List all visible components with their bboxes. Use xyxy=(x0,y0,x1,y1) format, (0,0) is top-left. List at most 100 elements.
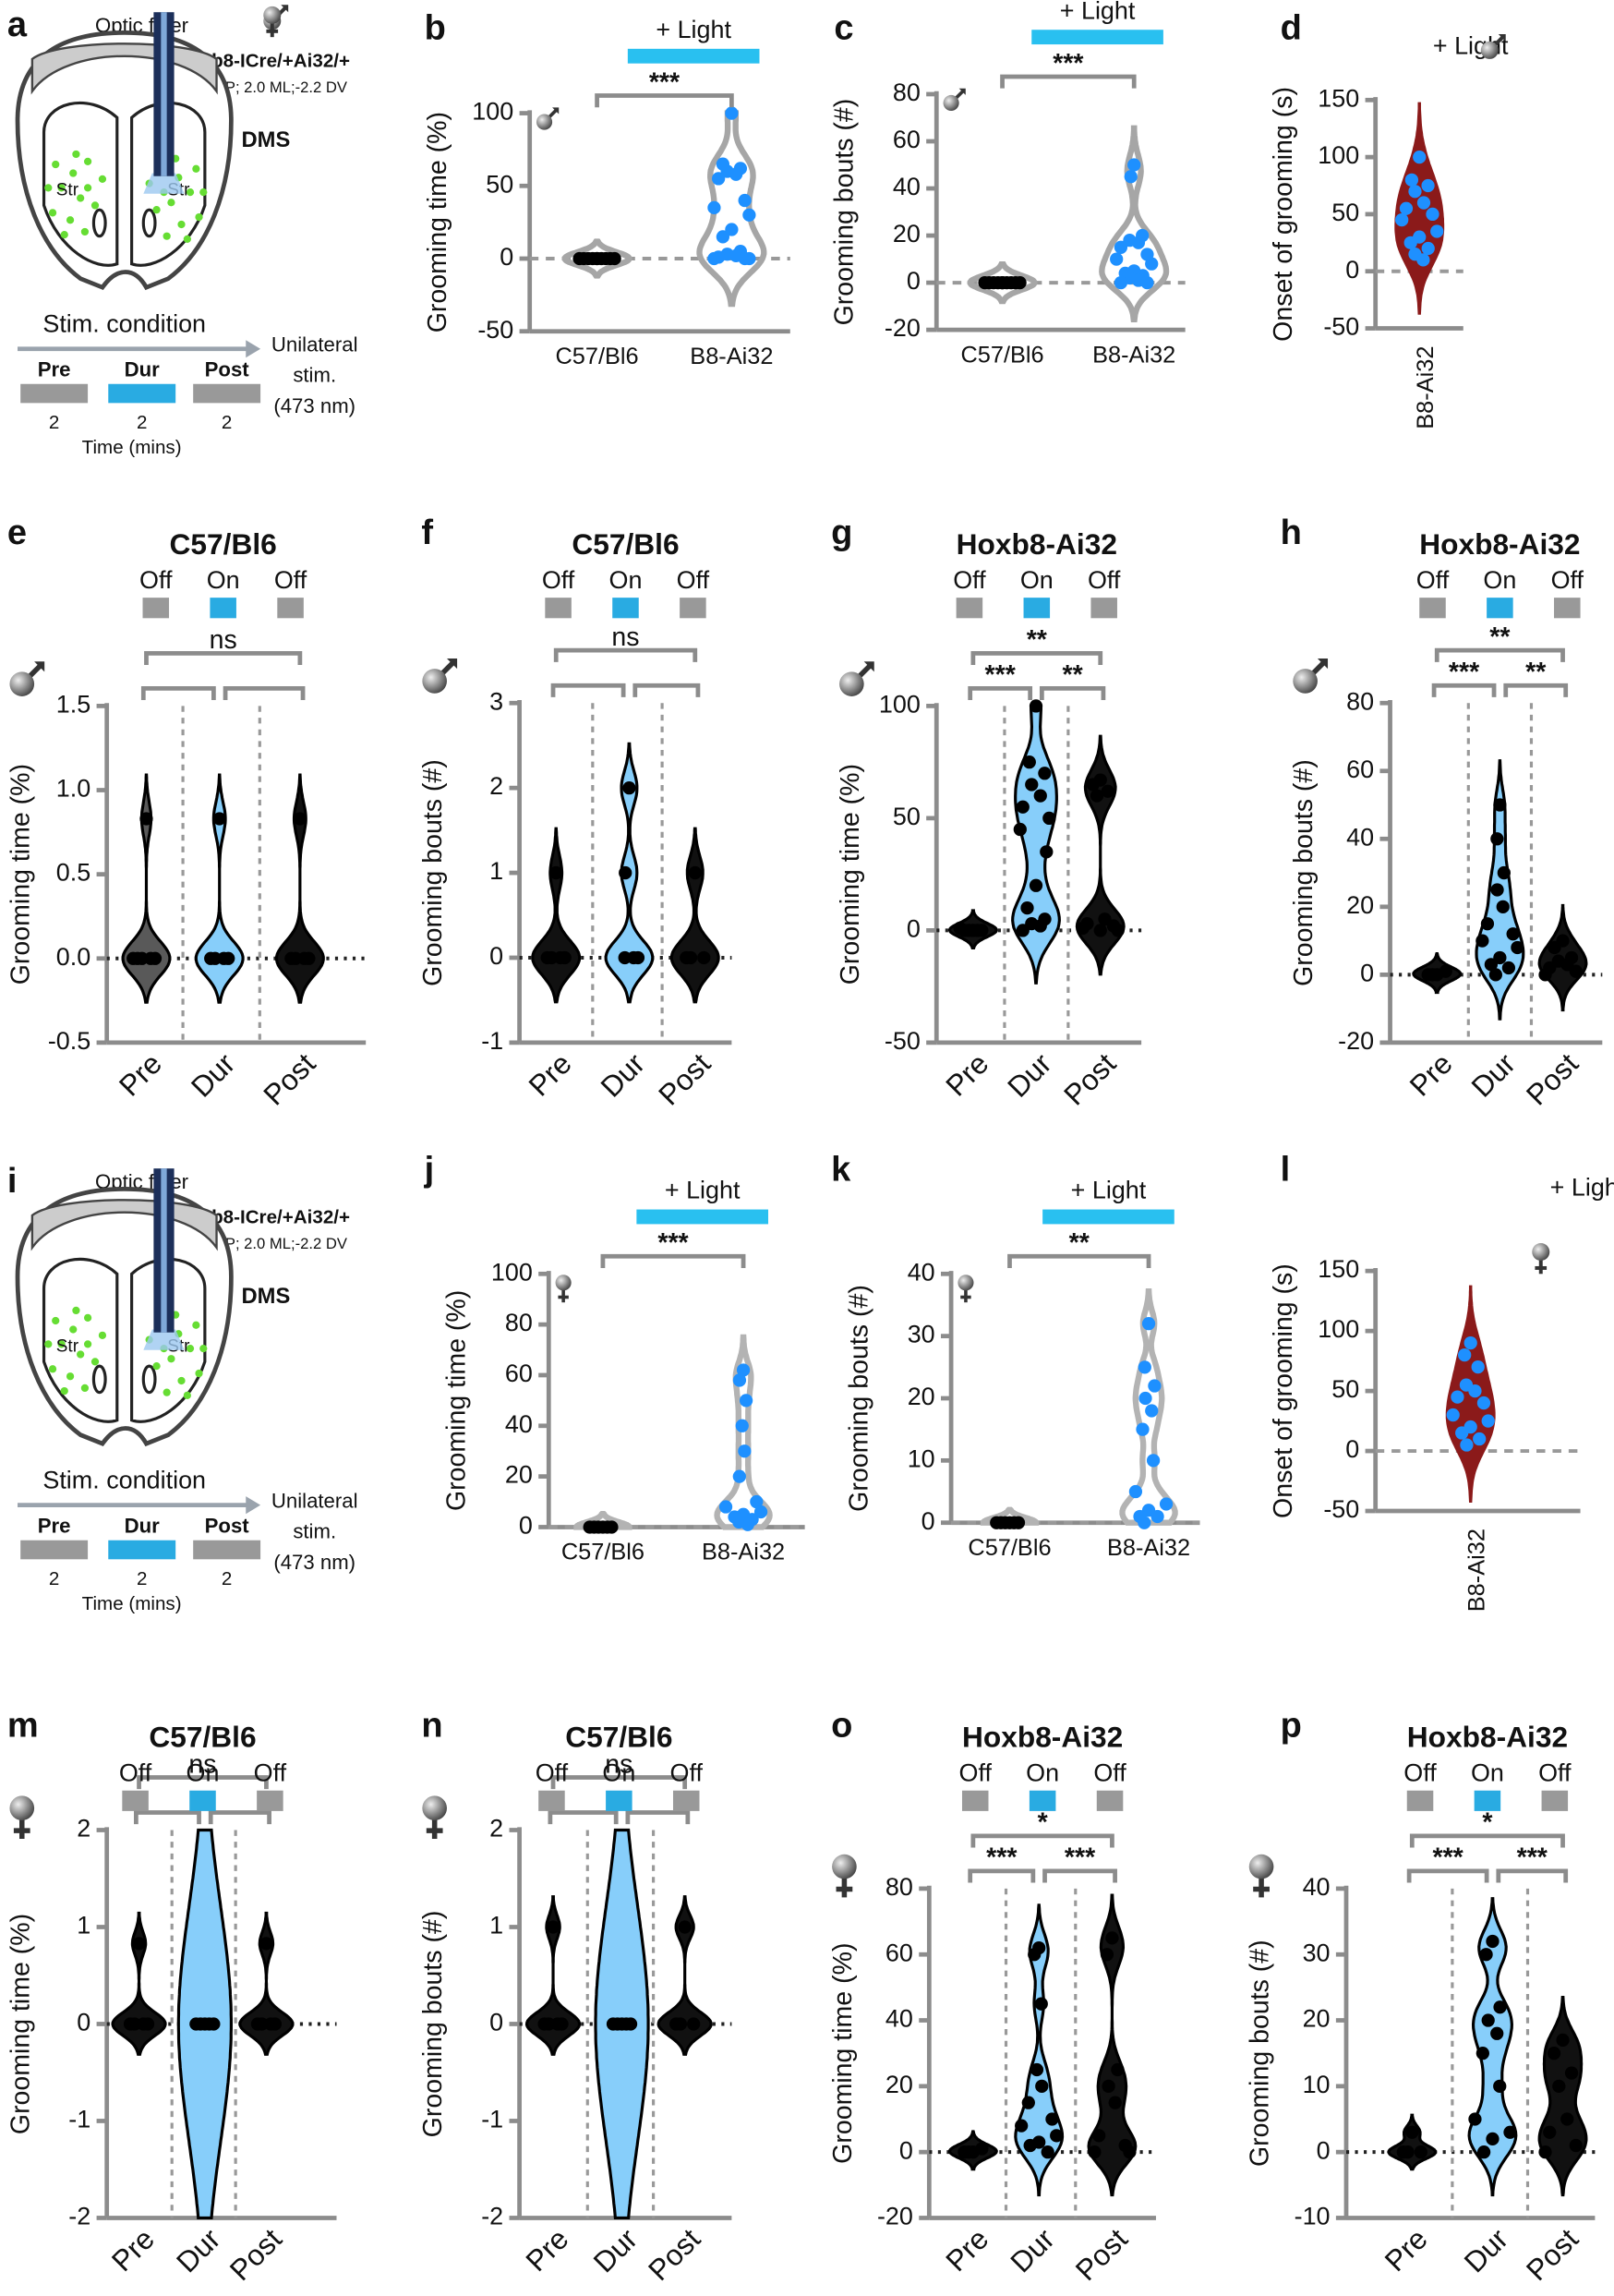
y-tick-label: 0 xyxy=(1317,2136,1331,2164)
sig-label: ** xyxy=(1027,625,1048,655)
data-point xyxy=(716,230,730,244)
y-axis-label: Grooming bouts (#) xyxy=(418,1911,448,2138)
sig-bracket xyxy=(1000,74,1137,89)
x-tick-label: Pre xyxy=(105,2222,161,2278)
data-point xyxy=(1480,917,1495,931)
data-point xyxy=(953,921,967,936)
data-point xyxy=(1148,1379,1162,1393)
y-axis-label: Grooming time (%) xyxy=(828,1943,858,2164)
cell xyxy=(69,169,78,177)
x-tick-label: C57/Bl6 xyxy=(561,1540,644,1565)
data-point xyxy=(688,865,702,880)
x-tick-label: Pre xyxy=(519,2222,574,2278)
data-point xyxy=(627,950,641,965)
panel-letter: b xyxy=(425,8,446,47)
x-tick-label: C57/Bl6 xyxy=(555,344,638,369)
violin xyxy=(1099,125,1170,323)
stim-note: Unilateral xyxy=(271,332,358,356)
data-point xyxy=(1430,224,1444,238)
y-tick-label: 20 xyxy=(885,2071,913,2098)
x-tick-label: B8-Ai32 xyxy=(1463,1529,1489,1612)
data-point xyxy=(1569,2138,1583,2153)
sex-arrow-head xyxy=(281,5,289,13)
light-bar xyxy=(636,1209,769,1225)
sig-bracket xyxy=(970,650,1103,666)
violin xyxy=(573,1511,632,1530)
y-tick-label: 100 xyxy=(1318,141,1359,169)
data-point xyxy=(1475,934,1489,948)
epoch-name: Dur xyxy=(125,1514,161,1537)
epoch-duration: 2 xyxy=(49,1568,59,1589)
y-tick-label: 1 xyxy=(489,857,503,885)
sig-bracket xyxy=(548,1810,619,1825)
sig-bracket xyxy=(223,686,306,701)
y-tick-label: 50 xyxy=(893,803,921,830)
data-point xyxy=(1088,2145,1102,2159)
data-point xyxy=(1416,253,1430,267)
sex-icon xyxy=(263,6,282,38)
violin xyxy=(121,773,172,1004)
data-point xyxy=(1503,2125,1517,2139)
data-point xyxy=(1458,1347,1472,1362)
cell xyxy=(52,160,60,169)
sig-label: *** xyxy=(1449,658,1480,687)
cell xyxy=(177,220,186,229)
sex-circle xyxy=(9,671,35,696)
data-point xyxy=(1159,1497,1174,1511)
epoch-duration: 2 xyxy=(222,412,232,433)
stim-label: On xyxy=(1471,1758,1504,1786)
epoch-duration: 2 xyxy=(222,1568,232,1589)
data-point xyxy=(1131,236,1146,249)
sig-bracket xyxy=(1503,683,1569,697)
data-point xyxy=(1123,2145,1137,2159)
sig-bracket xyxy=(134,1810,201,1825)
data-point xyxy=(622,781,636,795)
region: DMS xyxy=(241,127,290,152)
data-point xyxy=(1007,1516,1021,1529)
sig-label: *** xyxy=(649,67,681,97)
stim-label: Off xyxy=(139,566,173,594)
data-point xyxy=(1488,968,1502,982)
cell xyxy=(199,1344,208,1353)
y-axis-label: Grooming bouts (#) xyxy=(1246,1940,1275,2167)
sig-bracket xyxy=(968,686,1033,701)
cell xyxy=(177,1376,186,1385)
stim-square xyxy=(1541,1790,1569,1811)
panel-letter: c xyxy=(834,8,853,47)
data-point xyxy=(1543,2125,1557,2139)
y-tick-label: 80 xyxy=(505,1309,533,1336)
chart-title: C57/Bl6 xyxy=(572,527,679,561)
chart: c -20 0 20 40 60 80 Grooming bouts (#) C57/Bl6 B8… xyxy=(830,0,1186,368)
violin xyxy=(1537,1996,1588,2197)
epoch-name: Pre xyxy=(38,1514,71,1537)
epoch-bar xyxy=(20,1540,89,1560)
data-point xyxy=(1560,2112,1574,2126)
cell xyxy=(98,1331,107,1339)
chart: e -0.5 0.0 0.5 1.0 1.5 Grooming time (%) Pre Dur… xyxy=(6,514,367,1112)
data-point xyxy=(718,1500,733,1514)
sex-icon xyxy=(1480,33,1506,59)
light-bar xyxy=(1031,30,1163,45)
data-point xyxy=(1029,878,1043,892)
cell xyxy=(77,1350,85,1359)
data-point xyxy=(1141,1317,1156,1331)
cell xyxy=(48,1365,57,1373)
y-tick-label: 0.5 xyxy=(56,859,90,887)
data-point xyxy=(1111,924,1125,937)
data-point xyxy=(738,1444,752,1458)
cell xyxy=(83,157,92,165)
panel-letter: a xyxy=(7,6,28,44)
data-point xyxy=(550,2017,564,2031)
y-tick-label: 10 xyxy=(1303,2071,1331,2098)
data-point xyxy=(1111,2062,1125,2077)
violin xyxy=(1087,1893,1138,2197)
y-tick-label: 0.0 xyxy=(56,943,90,971)
sex-arrow-head xyxy=(1317,659,1329,670)
light-label: + Light xyxy=(656,16,731,43)
data-point xyxy=(1146,1454,1161,1468)
stim-square xyxy=(1096,1790,1124,1811)
y-tick-label: 150 xyxy=(1318,1255,1359,1283)
data-point xyxy=(1145,257,1159,271)
y-tick-label: 0 xyxy=(1345,1435,1359,1463)
